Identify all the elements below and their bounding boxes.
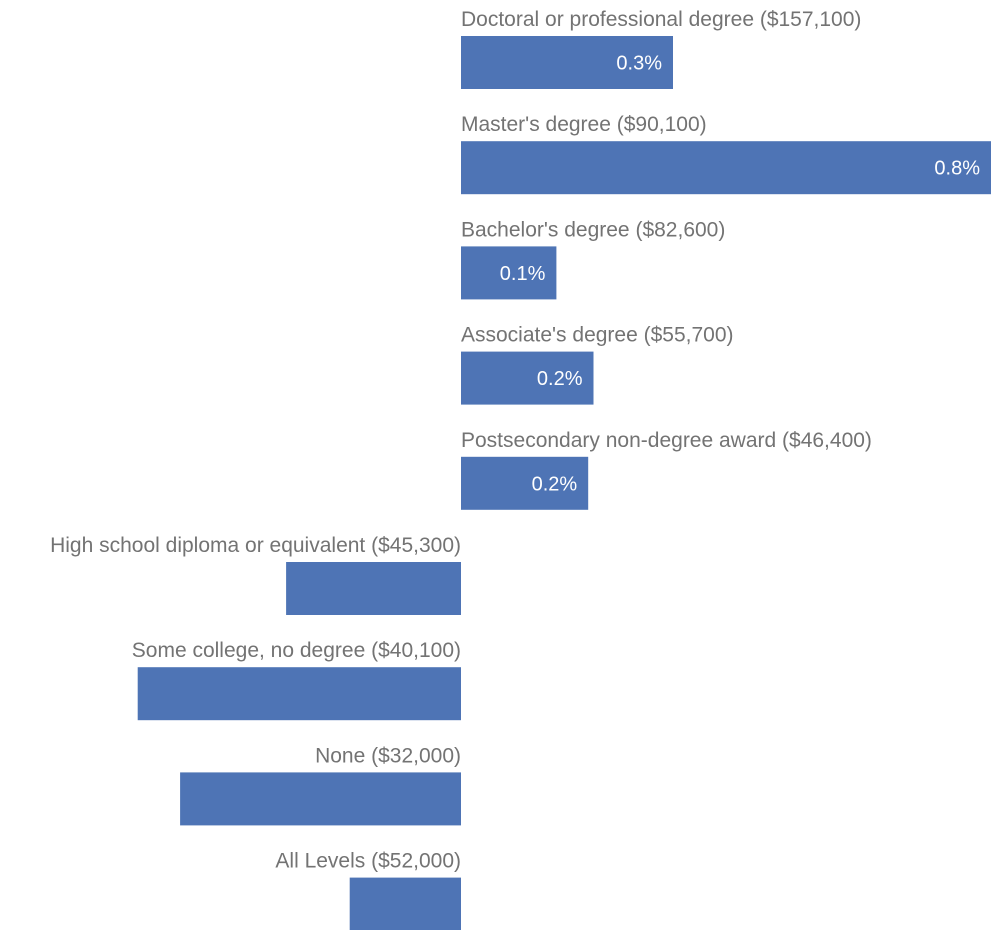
- bar: [180, 772, 461, 826]
- category-label: None ($32,000): [315, 744, 461, 767]
- bar: [461, 456, 589, 510]
- bar: [461, 36, 673, 89]
- value-label: 0.2%: [532, 473, 578, 495]
- labels-group: Doctoral or professional degree ($157,10…: [50, 8, 980, 873]
- category-label: Postsecondary non-degree award ($46,400): [461, 429, 872, 452]
- value-label: 0.1%: [500, 263, 546, 285]
- value-label: 0.3%: [616, 53, 662, 75]
- category-label: Doctoral or professional degree ($157,10…: [461, 8, 861, 31]
- value-label: 0.2%: [537, 368, 583, 390]
- bar: [349, 877, 461, 930]
- bar: [286, 562, 461, 615]
- bar: [137, 667, 461, 721]
- category-label: High school diploma or equivalent ($45,3…: [50, 534, 461, 557]
- category-label: All Levels ($52,000): [275, 850, 461, 873]
- bar: [461, 351, 594, 405]
- category-label: Associate's degree ($55,700): [461, 324, 734, 347]
- value-label: 0.8%: [934, 158, 980, 180]
- category-label: Master's degree ($90,100): [461, 113, 707, 136]
- category-label: Bachelor's degree ($82,600): [461, 218, 725, 241]
- category-label: Some college, no degree ($40,100): [132, 639, 461, 662]
- bar: [461, 246, 557, 300]
- bar: [461, 141, 991, 195]
- bars-group: [137, 36, 991, 930]
